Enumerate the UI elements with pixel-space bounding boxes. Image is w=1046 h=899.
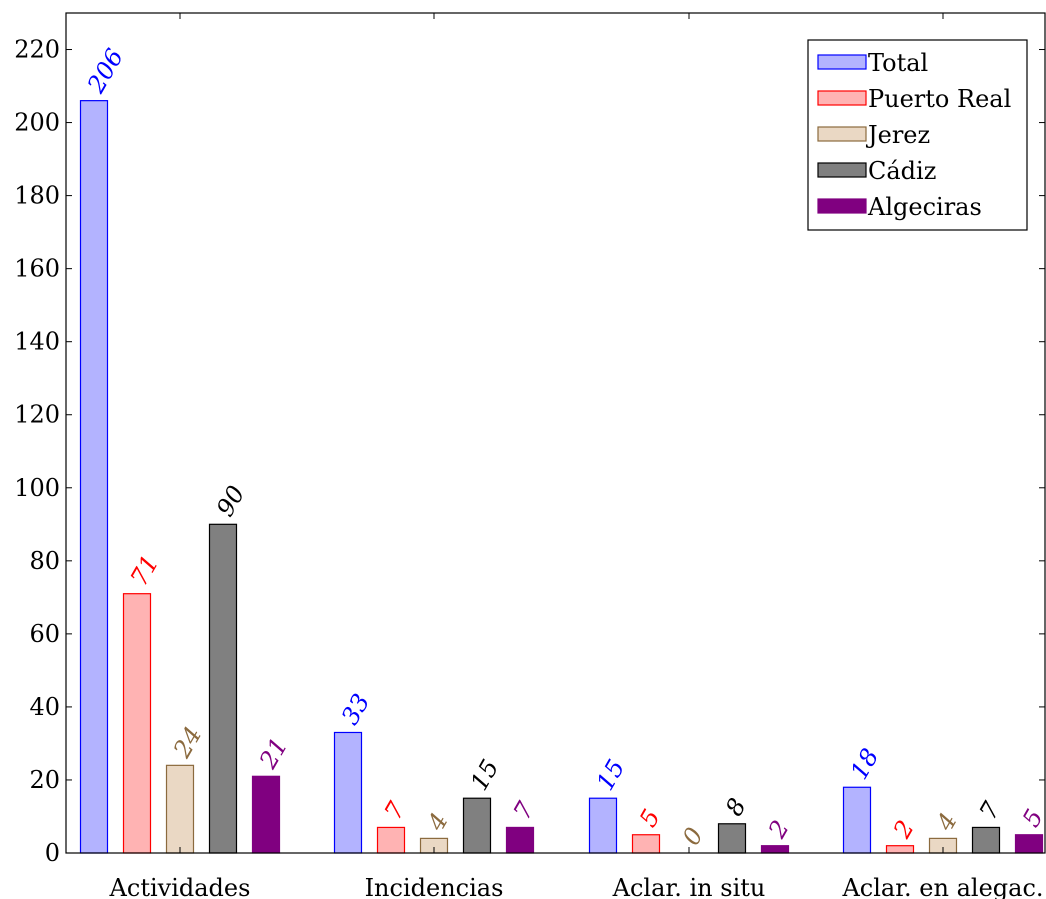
legend-swatch (817, 162, 867, 178)
y-tick-label: 0 (45, 839, 60, 867)
y-tick-label: 120 (14, 401, 60, 429)
legend-entry: Total (868, 49, 928, 77)
data-label: 0 (677, 823, 709, 850)
legend-entry: Algeciras (867, 193, 982, 221)
data-label: 33 (336, 689, 376, 729)
y-tick-label: 220 (14, 36, 60, 64)
bar (1014, 834, 1044, 854)
legend-swatch (817, 54, 867, 70)
y-tick-label: 100 (14, 474, 60, 502)
y-tick-label: 20 (29, 766, 60, 794)
bar (165, 764, 195, 854)
legend-entry: Puerto Real (868, 85, 1011, 113)
data-label: 2 (762, 815, 794, 843)
bar (208, 523, 238, 854)
legend-swatch (817, 198, 867, 214)
data-label: 4 (421, 808, 453, 836)
data-label: 5 (634, 805, 666, 832)
legend: Total Puerto Real Jerez Cádiz Algeciras (807, 39, 1028, 231)
bar (333, 731, 363, 854)
data-label: 206 (81, 44, 129, 99)
bar (588, 797, 618, 854)
data-label: 7 (379, 797, 411, 825)
data-label: 71 (125, 550, 165, 590)
bar (842, 786, 872, 854)
y-tick-label: 180 (14, 182, 60, 210)
data-label: 7 (974, 797, 1006, 825)
x-category-label: Actividades (109, 874, 251, 899)
bar (376, 826, 406, 854)
data-label: 5 (1017, 805, 1046, 832)
bar (717, 823, 747, 854)
data-label: 7 (508, 797, 540, 825)
legend-entry: Cádiz (868, 157, 936, 185)
bar (885, 845, 915, 854)
data-label: 15 (591, 755, 631, 795)
bar (251, 775, 281, 854)
y-tick-label: 60 (29, 620, 60, 648)
y-tick-label: 200 (14, 109, 60, 137)
plot-frame (65, 12, 1046, 854)
data-label: 18 (845, 744, 885, 784)
bar (760, 845, 790, 854)
bar (631, 834, 661, 854)
data-label: 21 (253, 733, 293, 774)
y-tick-label: 40 (29, 693, 60, 721)
bar (505, 826, 535, 854)
y-tick-label: 80 (29, 547, 60, 575)
x-category-label: Aclar. in situ (612, 874, 766, 899)
y-tick-label: 140 (14, 328, 60, 356)
axes-layer: 020406080100120140160180200220Actividade… (14, 12, 1046, 899)
bar (971, 826, 1001, 854)
legend-swatch (817, 90, 867, 106)
bar (462, 797, 492, 854)
legend-swatch (817, 126, 867, 142)
data-label: 8 (720, 794, 752, 821)
data-label: 24 (167, 722, 207, 763)
bar (79, 100, 109, 854)
data-label: 90 (211, 481, 251, 521)
bar (122, 593, 152, 854)
data-label: 2 (887, 815, 919, 843)
x-category-label: Incidencias (365, 874, 504, 899)
bars-layer (79, 100, 1044, 854)
data-label: 15 (465, 755, 505, 795)
data-label: 4 (930, 808, 962, 836)
y-tick-label: 160 (14, 255, 60, 283)
x-category-label: Aclar. en alegac. (841, 874, 1043, 899)
legend-entry: Jerez (865, 121, 930, 149)
